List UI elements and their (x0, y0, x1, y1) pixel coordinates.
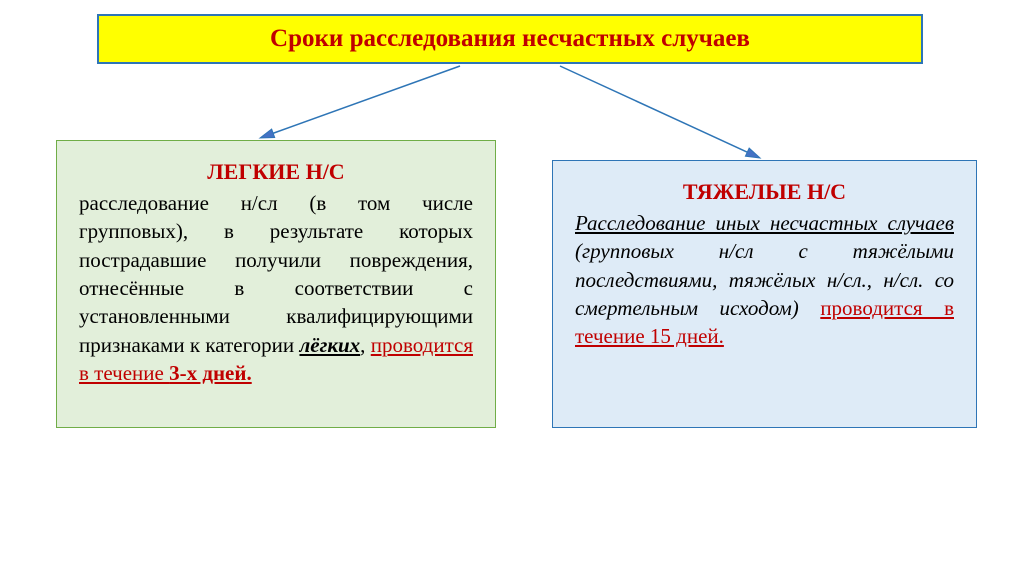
right-heading: ТЯЖЕЛЫЕ Н/С (575, 179, 954, 205)
left-heading: ЛЕГКИЕ Н/С (79, 159, 473, 185)
left-body-after-emph: , (360, 333, 371, 357)
right-box: ТЯЖЕЛЫЕ Н/С Расследование иных несчастны… (552, 160, 977, 428)
left-body-emph: лёгких (299, 333, 360, 357)
left-body: расследование н/сл (в том числе групповы… (79, 189, 473, 387)
left-box: ЛЕГКИЕ Н/С расследование н/сл (в том чис… (56, 140, 496, 428)
title-text: Сроки расследования несчастных случаев (270, 25, 750, 53)
right-body-lead: Расследование иных несчастных случаев (575, 211, 954, 235)
title-box: Сроки расследования несчастных случаев (97, 14, 923, 64)
left-body-red-2: 3-х дней. (169, 361, 252, 385)
right-body: Расследование иных несчастных случаев (г… (575, 209, 954, 351)
